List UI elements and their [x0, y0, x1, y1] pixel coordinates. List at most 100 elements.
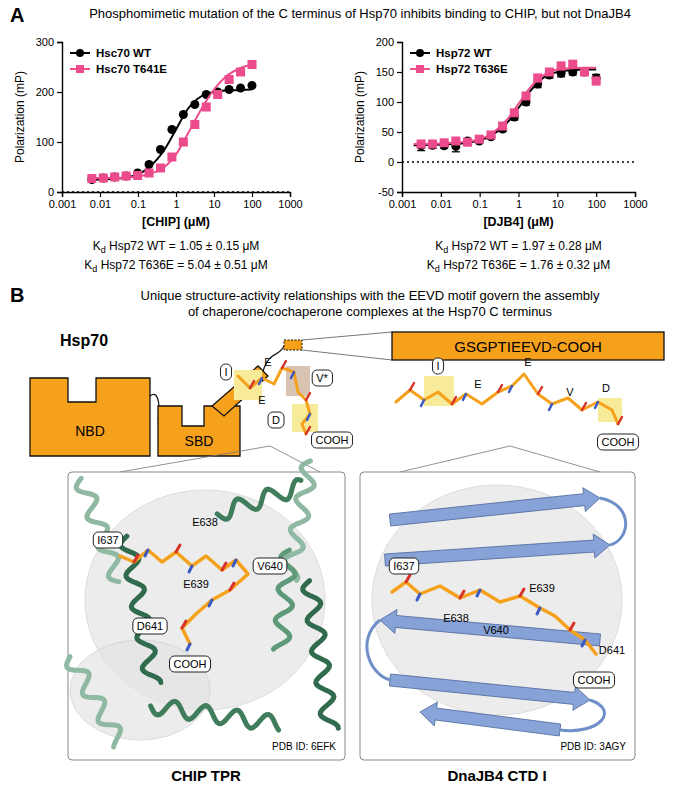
error-bar — [534, 74, 542, 81]
oxygen — [176, 545, 180, 552]
data-point — [87, 174, 96, 183]
residue-text: E — [474, 378, 481, 390]
data-point — [533, 74, 542, 83]
fit-curve — [414, 68, 596, 144]
data-point — [213, 90, 222, 99]
residue-label: E639 — [529, 582, 555, 594]
surface — [70, 640, 210, 740]
tick: 1000 — [278, 192, 302, 210]
tick: 0.01 — [90, 192, 111, 210]
nitrogen — [509, 386, 512, 392]
tick-label: 50 — [382, 126, 394, 138]
data-point — [156, 145, 165, 154]
data-point — [440, 138, 449, 147]
legend-label: Hsp72 T636E — [436, 63, 508, 75]
beta-strand — [389, 668, 591, 712]
loop — [367, 498, 626, 731]
residue-label: E — [474, 378, 481, 390]
residue-text: V — [566, 386, 574, 398]
tick-label: 10 — [552, 198, 564, 210]
oxygen — [498, 385, 502, 392]
tick-mark — [441, 192, 442, 197]
tick: 0 — [48, 186, 62, 198]
residue-label: COOH — [598, 434, 639, 450]
data-point — [167, 153, 176, 162]
data-point — [236, 68, 245, 77]
tick: 0 — [388, 156, 402, 168]
tick-mark — [57, 42, 62, 43]
tick-mark — [57, 192, 62, 193]
nitrogen — [187, 644, 190, 650]
beta-strand — [418, 700, 561, 742]
oxygen — [282, 361, 286, 368]
data-point — [510, 108, 519, 117]
axis-line — [397, 43, 403, 193]
reference-line — [402, 161, 635, 163]
tick: 100 — [36, 136, 62, 148]
residue-label: E — [264, 356, 271, 368]
nitrogen — [463, 394, 466, 400]
data-point — [451, 137, 460, 146]
tick-mark — [480, 192, 481, 197]
error-bar — [557, 62, 565, 69]
data-point — [87, 175, 96, 184]
tick-mark — [397, 42, 402, 43]
data-point — [190, 120, 199, 129]
surface — [372, 485, 622, 715]
tick-mark — [252, 192, 253, 197]
residue-text: V640 — [483, 624, 509, 636]
residue-text: I — [436, 360, 439, 372]
label-box — [93, 532, 122, 548]
nitrogen — [189, 566, 192, 572]
tick-mark — [176, 192, 177, 197]
oxygen — [460, 591, 464, 598]
residue-label: E638 — [443, 612, 469, 624]
tick-label: 200 — [376, 36, 394, 48]
residue-text: COOH — [578, 674, 611, 686]
panel-label: A — [10, 4, 24, 26]
tick-label: 100 — [36, 136, 54, 148]
nitrogen — [209, 600, 212, 606]
nitrogen — [595, 402, 598, 408]
tick: 300 — [36, 36, 62, 48]
data-point — [145, 160, 154, 169]
tick-label: 0.001 — [49, 198, 77, 210]
data-point — [417, 140, 426, 149]
zoom-line — [302, 350, 392, 360]
tick-mark — [518, 192, 519, 197]
residue-text: I637 — [393, 560, 414, 572]
peptide-stick — [392, 582, 596, 654]
helix — [74, 476, 127, 585]
tick-mark — [290, 192, 291, 197]
zoom-line — [510, 446, 600, 472]
tick-mark — [57, 142, 62, 143]
tick: 200 — [376, 36, 402, 48]
data-point — [110, 173, 119, 182]
peptide-stick — [396, 374, 618, 424]
tick-mark — [635, 192, 636, 197]
structure-name: CHIP TPR — [171, 767, 241, 784]
residue-text: E — [258, 394, 265, 406]
tick-mark — [214, 192, 215, 197]
sequence-text: GSGPTIEEVD-COOH — [454, 338, 602, 355]
peptide-right: IEEVDCOOH — [396, 356, 639, 450]
data-point — [248, 81, 257, 90]
tick: -50 — [378, 186, 402, 198]
oxygen — [134, 555, 138, 562]
tick-mark — [397, 102, 402, 103]
data-point — [522, 92, 531, 101]
tick: 100 — [587, 192, 605, 210]
tick-label: 1 — [173, 198, 179, 210]
tick: 50 — [382, 126, 402, 138]
tick: 0.01 — [431, 192, 452, 210]
nitrogen — [421, 400, 424, 406]
oxygen — [306, 427, 310, 434]
oxygen — [306, 393, 310, 400]
zoom-line — [302, 332, 392, 340]
data-point — [122, 172, 131, 181]
label-box — [220, 364, 231, 380]
residue-label: D — [602, 382, 610, 394]
tick-mark — [397, 132, 402, 133]
oxygen — [406, 575, 410, 582]
legend-marker — [416, 65, 424, 73]
